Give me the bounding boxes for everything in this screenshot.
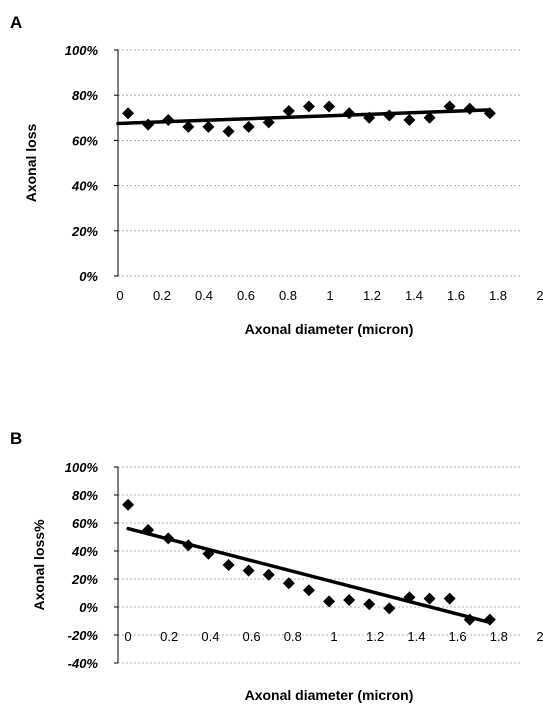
chart-b-data-point (182, 539, 195, 552)
chart-b-x-tick-label: 1.6 (449, 629, 467, 644)
chart-a-y-tick-label: 40% (71, 179, 98, 194)
chart-a-y-tick-label: 60% (72, 133, 98, 148)
chart-b-data-point (403, 591, 416, 604)
chart-a-y-tick-label: 100% (65, 43, 99, 58)
chart-b-x-tick-label: 0.4 (201, 629, 219, 644)
chart-a-x-tick-label: 0.8 (279, 288, 297, 303)
chart-a-x-axis-title: Axonal diameter (micron) (245, 321, 414, 337)
chart-b-data-point (323, 595, 336, 608)
chart-b-data-point (142, 524, 155, 536)
chart-a-y-tick-label: 0% (79, 269, 98, 284)
chart-a-x-tick-label: 1.2 (363, 288, 381, 303)
chart-a-x-tick-label: 2 (536, 288, 543, 303)
chart-a-x-tick-label: 1.4 (405, 288, 423, 303)
chart-a-data-point (182, 120, 195, 133)
chart-a-data-point (383, 109, 396, 122)
chart-a-data-point (443, 100, 456, 113)
chart-b-data-point (282, 577, 295, 590)
chart-a-data-point (323, 100, 336, 113)
chart-b-x-tick-label: 0 (124, 629, 131, 644)
chart-b-data-point (343, 594, 356, 606)
chart-b-y-tick-label: 100% (65, 460, 99, 475)
chart-b-trendline (126, 526, 492, 625)
chart-a-y-tick-label: 80% (72, 88, 98, 103)
chart-b-x-tick-label: 1 (330, 629, 337, 644)
chart-a-data-point (483, 107, 496, 120)
chart-a-data-point (403, 114, 416, 127)
chart-b-y-tick-label: 40% (71, 544, 98, 559)
chart-a-x-tick-label: 0.4 (195, 288, 213, 303)
chart-b-data-point (222, 559, 235, 571)
chart-a-data-point (202, 120, 215, 133)
chart-b-y-tick-label: -20% (68, 628, 99, 643)
chart-a-data-point (242, 120, 255, 133)
chart-a-data-point (142, 118, 155, 131)
chart-b-y-tick-label: 20% (71, 572, 98, 587)
chart-a-data-point (222, 125, 235, 138)
chart-a-trendline (116, 108, 492, 126)
chart-b-y-axis-title: Axonal loss% (31, 519, 47, 611)
chart-b-data-point (242, 564, 255, 577)
chart-a-y-tick-label: 20% (71, 224, 98, 239)
chart-b-x-tick-label: 1.8 (490, 629, 508, 644)
chart-b-y-tick-label: -40% (68, 656, 99, 671)
chart-b-data-point (162, 532, 175, 545)
chart-b-x-tick-label: 0.8 (284, 629, 302, 644)
chart-a-x-tick-label: 0.6 (237, 288, 255, 303)
chart-b-data-point (443, 592, 456, 605)
chart-a-x-tick-label: 0.2 (153, 288, 171, 303)
chart-b-data-point (363, 598, 376, 611)
chart-b-data-point (202, 547, 215, 560)
chart-b-data-point (122, 498, 135, 511)
chart-b-x-tick-label: 0.6 (243, 629, 261, 644)
chart-a-x-tick-label: 1.8 (489, 288, 507, 303)
chart-b-data-point (383, 602, 396, 615)
chart-b-data-point (483, 613, 496, 626)
chart-a-data-point (343, 107, 356, 120)
chart-b-panel-label: B (10, 429, 22, 448)
chart-a-panel-label: A (10, 13, 22, 32)
chart-a-x-tick-label: 1.6 (447, 288, 465, 303)
chart-b-y-tick-label: 80% (72, 488, 98, 503)
chart-b-x-tick-label: 1.4 (407, 629, 425, 644)
chart-b-y-tick-label: 0% (79, 600, 98, 615)
chart-b-data-point (302, 584, 315, 597)
chart-b-y-tick-label: 60% (72, 516, 98, 531)
chart-a-data-point (423, 111, 436, 124)
chart-a-data-point (122, 107, 135, 120)
chart-a-data-point (463, 102, 476, 115)
chart-a-data-point (262, 116, 275, 129)
chart-a-y-axis-title: Axonal loss (23, 124, 39, 203)
chart-b-x-tick-label: 2 (536, 629, 543, 644)
chart-a-x-tick-label: 1 (326, 288, 333, 303)
chart-b-x-tick-label: 0.2 (160, 629, 178, 644)
chart-a-data-point (162, 114, 175, 127)
chart-a-data-point (282, 105, 295, 118)
chart-b-x-axis-title: Axonal diameter (micron) (245, 687, 414, 703)
chart-panel-a: A 0% 20% 40% 60% 80% 100% 0 0.2 0.4 0.6 0.8 1 1.2 1.4 1… (10, 13, 543, 337)
chart-b-data-point (423, 592, 436, 605)
chart-a-data-point (363, 111, 376, 124)
chart-panel-b: B -40% -20% 0% 20% 40% 60% 80% 100% 0 0.2 0.4 0.6 0.8… (10, 429, 543, 703)
chart-b-data-point (262, 568, 275, 581)
chart-a-x-tick-label: 0 (116, 288, 123, 303)
chart-b-data-point (463, 613, 476, 626)
chart-a-data-point (302, 100, 315, 113)
chart-b-x-tick-label: 1.2 (366, 629, 384, 644)
